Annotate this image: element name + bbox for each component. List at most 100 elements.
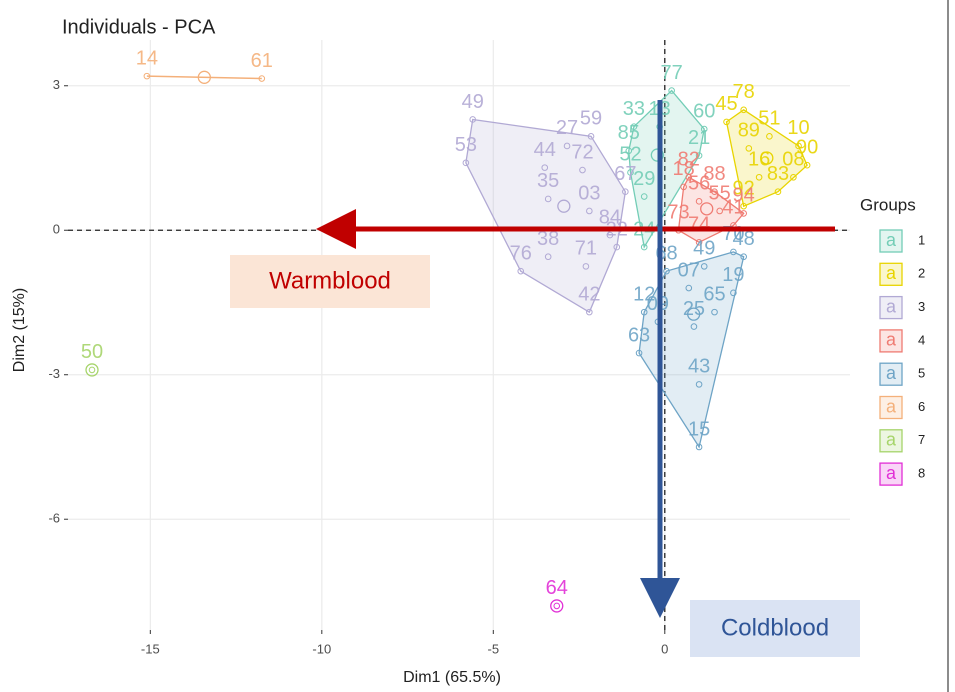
legend-title: Groups: [860, 195, 916, 214]
point-label: 73: [667, 202, 689, 224]
point: [795, 142, 802, 150]
point: [740, 106, 747, 114]
point: [711, 308, 718, 316]
point-label: 85: [618, 122, 640, 144]
legend-label: 6: [918, 399, 925, 414]
point: [606, 231, 614, 239]
point-label: 72: [571, 141, 593, 163]
point-label: 94: [733, 185, 755, 207]
point: [622, 188, 629, 196]
point: [635, 349, 643, 357]
legend-key: [879, 229, 903, 253]
point-label: 74: [688, 214, 710, 236]
point: [695, 443, 703, 451]
point-label: 55: [709, 182, 731, 204]
point: [745, 145, 753, 152]
point: [258, 75, 266, 82]
point: [766, 133, 773, 140]
legend-key: [879, 462, 903, 486]
point-label: 50: [81, 341, 103, 363]
point-label: 92: [733, 177, 755, 199]
point: [740, 202, 747, 210]
point: [640, 193, 648, 200]
point: [541, 164, 549, 171]
point: [668, 87, 675, 94]
point: [553, 602, 561, 610]
x-tick-label: -5: [488, 641, 500, 656]
point-label: 21: [688, 127, 710, 149]
point: [625, 147, 633, 155]
point: [740, 210, 747, 217]
point: [640, 308, 648, 316]
point: [730, 289, 737, 297]
point: [627, 169, 634, 176]
legend-key-glyph: a: [886, 463, 897, 483]
point: [690, 323, 698, 330]
point: [517, 267, 525, 275]
point-label: 08: [782, 149, 804, 171]
legend-key: [879, 262, 903, 286]
point: [582, 263, 590, 270]
point-label: 25: [683, 298, 705, 320]
point: [663, 267, 670, 275]
x-tick-label: -10: [312, 641, 331, 656]
point-label: 43: [688, 356, 710, 378]
group-mean: [700, 202, 714, 216]
group-hull: [146, 75, 262, 80]
legend-key-glyph: a: [886, 230, 897, 250]
point-label: 42: [578, 283, 600, 305]
point: [695, 152, 703, 159]
y-tick-label: -6: [48, 511, 60, 526]
x-axis-label: Dim1 (65.5%): [403, 669, 501, 686]
legend-key-glyph: a: [886, 330, 897, 350]
group-mean: [557, 199, 571, 213]
point: [586, 207, 593, 215]
legend-label: 7: [918, 432, 925, 447]
legend-label: 2: [918, 266, 925, 281]
legend-key-glyph: a: [886, 296, 897, 316]
point-label: 65: [703, 283, 725, 305]
point: [563, 142, 571, 150]
group-mean: [197, 70, 211, 84]
point: [613, 243, 621, 251]
point: [587, 133, 595, 140]
point-label: 52: [619, 144, 641, 166]
warmblood-label: Warmblood: [269, 267, 391, 294]
point-label: 51: [758, 108, 780, 130]
point-label: 45: [715, 93, 737, 115]
point-label: 16: [748, 149, 770, 171]
coldblood-label: Coldblood: [721, 614, 829, 641]
point-label: 67: [614, 163, 636, 185]
legend-key-glyph: a: [886, 263, 897, 283]
point: [803, 161, 811, 169]
point-label: 27: [556, 117, 578, 139]
point-label: 88: [703, 163, 725, 185]
grid: -15 -10 -5 030-3-6: [48, 40, 850, 656]
point-label: 41: [722, 197, 744, 219]
point: [143, 72, 151, 80]
y-axis-label: Dim2 (15%): [11, 288, 28, 372]
group-hull: [628, 89, 705, 249]
point-label: 07: [678, 259, 700, 281]
legend-key: [879, 395, 903, 420]
point-label: 61: [251, 50, 273, 72]
point-label: 82: [678, 149, 700, 171]
y-tick-label: -3: [48, 366, 60, 381]
point: [544, 253, 552, 261]
point-label: 48: [733, 228, 755, 250]
legend-key-glyph: a: [886, 396, 897, 416]
point-label: 12: [633, 283, 655, 305]
coldblood-box: [690, 600, 860, 657]
group-mean: [85, 363, 99, 377]
group-mean: [687, 307, 701, 321]
point-label: 90: [796, 137, 818, 159]
legend-key-glyph: a: [886, 363, 897, 383]
point: [88, 366, 96, 374]
legend-key: [879, 295, 903, 320]
point: [685, 284, 693, 292]
group-mean: [650, 148, 665, 162]
point: [716, 207, 723, 215]
point-label: 29: [633, 168, 655, 190]
point-label: 33: [623, 98, 645, 120]
